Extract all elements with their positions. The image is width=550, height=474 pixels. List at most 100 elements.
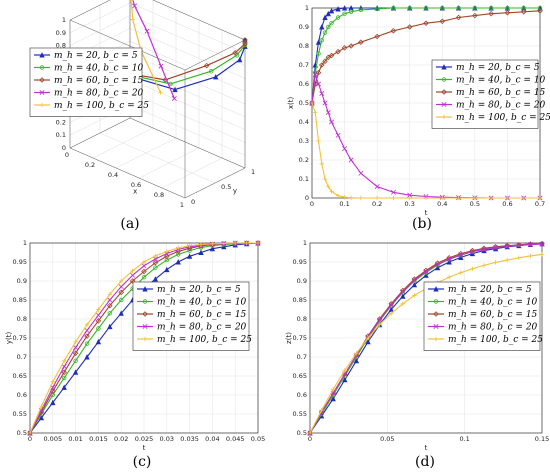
panel-b-series-2-line — [311, 10, 541, 104]
panel-b-series-1-point-15 — [440, 5, 445, 11]
panel-b-series-2-point-4 — [322, 58, 328, 64]
panel-d-series-4-point-19 — [528, 253, 533, 259]
panel-a-grid-yz-1 — [129, 104, 246, 156]
panel-a-legend-label-0: m_h = 20, b_c = 5 — [54, 51, 138, 61]
panel-c-ytick-5: 0.75 — [13, 334, 27, 342]
panel-a-legend-label-3: m_h = 80, b_c = 20 — [54, 89, 144, 99]
panel-a-series-3-line — [132, 0, 175, 99]
panel-c-series-4-point-10 — [141, 259, 147, 265]
panel-d-series-3-point-16 — [493, 245, 499, 251]
panel-b-series-4-point-18 — [488, 195, 494, 201]
panel-c-legend-label-2: m_h = 60, b_c = 15 — [157, 310, 247, 320]
panel-b-series-1-point-21 — [537, 5, 543, 11]
panel-c-series-3-point-11 — [152, 256, 158, 262]
panel-d-series-3-point-15 — [481, 246, 487, 252]
panel-d-ytick-0: 0.5 — [297, 429, 307, 437]
panel-c-series-0-point-11 — [152, 276, 159, 282]
panel-d-ytick-5: 0.75 — [293, 334, 307, 342]
panel-b-series-4-point-0 — [309, 100, 315, 106]
panel-d-series-3-point-11 — [435, 261, 441, 267]
panel-a-series-1-point-2 — [208, 69, 214, 74]
panel-d-ytick-3: 0.65 — [293, 372, 307, 380]
panel-d-ylabel: z(t) — [285, 332, 293, 344]
panel-b-series-3-point-5 — [325, 110, 331, 115]
panel-b-series-4-point-7 — [335, 193, 341, 198]
panel-b-series-4-point-19 — [505, 195, 510, 201]
panel-b-series-2-point-18 — [488, 10, 494, 17]
panel-b-series-1-point-10 — [358, 7, 364, 13]
panel-c-series-0-point-15 — [198, 249, 204, 255]
panel-d-series-4-point-5 — [365, 335, 371, 341]
panel-c-series-2-point-4 — [72, 350, 79, 356]
panel-b-series-0-point-3 — [319, 24, 325, 30]
panel-c-series-3-point-7 — [107, 297, 113, 303]
panel-a-legend-sample-0-marker — [39, 52, 45, 58]
panel-b-series-1-point-2 — [316, 51, 321, 56]
panel-d-legend-label-4: m_h = 100, b_c = 25 — [448, 335, 543, 345]
panel-b-series-1-point-6 — [329, 21, 334, 26]
panel-c-axes-frame — [29, 242, 259, 434]
panel-d-series-3-point-14 — [469, 249, 475, 255]
panel-d-series-3-point-18 — [516, 242, 522, 248]
panel-b-series-2-point-21 — [537, 8, 543, 14]
panel-d-series-0-point-9 — [411, 281, 418, 288]
panel-a-xtick-2: 0.4 — [108, 171, 118, 179]
panel-b-series-1-point-7 — [335, 15, 341, 20]
panel-a-series-4-point-3 — [128, 0, 134, 3]
panel-c-series-0-point-17 — [221, 243, 227, 250]
panel-a-series-4-point-2 — [130, 17, 135, 22]
panel-c-series-2-point-9 — [129, 278, 136, 284]
panel-d-series-0-point-2 — [330, 395, 336, 402]
panel-a-legend-sample-2-marker — [39, 77, 45, 83]
panel-c-series-4-point-9 — [130, 268, 135, 273]
panel-d-series-4-point-12 — [447, 275, 452, 280]
panel-d-legend-label-1: m_h = 40, b_c = 10 — [448, 298, 538, 308]
panel-b-series-1-point-11 — [374, 6, 380, 12]
panel-b-series-1-line — [311, 7, 540, 104]
panel-d-series-4-point-16 — [493, 260, 498, 265]
panel-c-xlabel: t — [143, 444, 146, 452]
panel-c-series-1-point-4 — [73, 358, 78, 363]
panel-c-series-4-point-11 — [153, 253, 158, 259]
panel-b-ytick-4: 0.4 — [299, 118, 309, 126]
panel-c-xtick-7: 0.035 — [180, 435, 199, 443]
panel-c-series-0-point-16 — [209, 245, 216, 252]
panel-b-xtick-1: 0.1 — [339, 200, 349, 208]
panel-c-series-0-point-14 — [186, 253, 193, 259]
panel-c-series-1-point-7 — [107, 311, 112, 316]
panel-a-box-edge-8 — [152, 0, 246, 41]
panel-b-xlabel: t — [425, 209, 428, 217]
panel-c-series-4-point-15 — [198, 242, 204, 247]
panel-a-label: (a) — [120, 216, 139, 232]
panel-c-series-4-point-13 — [176, 245, 181, 251]
panel-b-ytick-2: 0.2 — [299, 156, 309, 164]
panel-b-series-1-point-16 — [456, 5, 461, 11]
panel-b-legend-label-4: m_h = 100, b_c = 25 — [456, 113, 550, 123]
panel-c-ytick-6: 0.8 — [17, 315, 27, 323]
panel-a-series-3-point-1 — [158, 63, 164, 69]
panel-b-series-2-point-5 — [325, 54, 332, 61]
panel-b-series-4-point-16 — [456, 195, 461, 201]
panel-c-series-0-point-8 — [118, 310, 124, 316]
panel-a-grid-yz-3 — [129, 79, 246, 130]
panel-d-ytick-6: 0.8 — [297, 315, 307, 323]
panel-d-series-4-point-3 — [342, 368, 347, 373]
panel-c-legend-label-3: m_h = 80, b_c = 20 — [157, 323, 247, 333]
panel-b-xtick-2: 0.2 — [372, 200, 382, 208]
panel-c-ytick-4: 0.7 — [17, 353, 27, 361]
panel-b-series-1-point-3 — [319, 38, 324, 43]
panel-d-series-3-point-12 — [446, 256, 452, 262]
panel-b-series-0-point-8 — [341, 5, 348, 11]
panel-a-ztick-2: 0.2 — [56, 118, 66, 126]
panel-b-ytick-3: 0.3 — [299, 137, 309, 145]
panel-d-series-0-point-13 — [458, 254, 464, 260]
panel-a-series-4-line — [130, 0, 162, 93]
panel-b-series-3-point-12 — [390, 189, 396, 195]
panel-d-axes-frame — [309, 242, 543, 434]
panel-b-series-4-point-6 — [329, 189, 334, 194]
panel-b-series-1-point-4 — [322, 30, 328, 35]
panel-d-series-4-point-17 — [505, 257, 510, 263]
panel-d-series-4-point-2 — [331, 387, 336, 392]
panel-c-series-3-point-8 — [118, 284, 124, 290]
panel-b-xtick-7: 0.7 — [535, 200, 545, 208]
